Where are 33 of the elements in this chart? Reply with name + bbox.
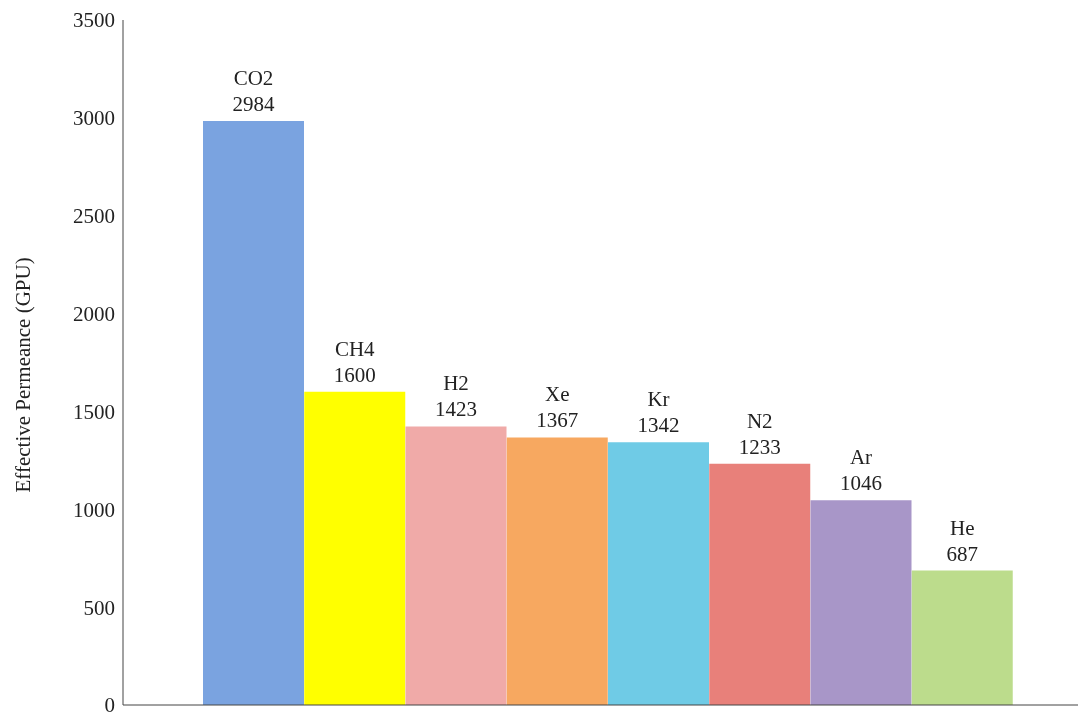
data-label: 1342 [637,413,680,438]
y-tick-label: 2000 [73,302,115,327]
y-axis-title: Effective Permeance (GPU) [11,257,36,493]
x-tick-label: He [950,515,975,540]
y-tick-label: 0 [104,693,115,718]
y-tick-label: 1000 [73,497,115,522]
data-label: 687 [946,541,978,566]
data-label: 1046 [840,471,882,496]
bar [304,391,406,705]
bar [911,570,1013,705]
y-tick-label: 1500 [73,399,115,424]
x-tick-label: Xe [545,382,570,407]
x-tick-label: Ar [849,445,873,470]
x-tick-label: H2 [443,371,469,396]
bar [506,437,608,705]
x-tick-label: Kr [647,387,670,412]
y-tick-label: 500 [83,595,115,620]
data-label: 1367 [536,408,579,433]
data-label: 1233 [738,434,781,459]
bar [608,442,709,705]
bar [203,120,304,705]
y-tick-label: 3500 [73,8,115,33]
y-tick-label: 2500 [73,204,115,229]
bar [709,463,811,705]
data-label: 1423 [435,397,477,422]
bar [810,500,912,705]
data-label: 1600 [333,362,376,387]
bar [405,426,507,705]
y-tick-label: 3000 [73,106,115,131]
x-tick-label: CO2 [233,65,274,90]
x-tick-label: CH4 [334,336,376,361]
x-tick-label: N2 [746,408,773,433]
data-label: 2984 [232,91,275,116]
